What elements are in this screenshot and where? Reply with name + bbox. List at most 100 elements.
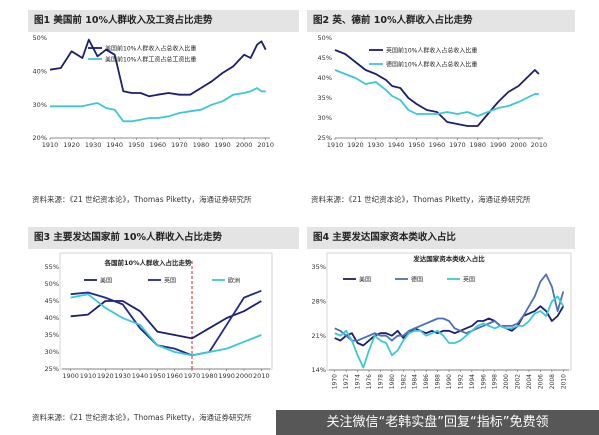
y-tick-label: 14% <box>312 366 326 374</box>
x-tick-label: 2000 <box>510 141 527 149</box>
x-tick-label: 2000 <box>503 374 510 389</box>
chart-title: 各国前10%人群收入占比走势 <box>103 258 192 267</box>
y-tick-label: 50% <box>45 280 59 288</box>
x-tick-label: 1900 <box>62 372 79 380</box>
x-tick-label: 1984 <box>412 374 419 389</box>
x-tick-label: 2000 <box>236 141 253 149</box>
x-tick-label: 2010 <box>253 372 270 380</box>
series-line-0 <box>334 305 565 347</box>
x-tick-label: 1990 <box>490 141 507 149</box>
series-line-0 <box>49 38 267 98</box>
x-tick-label: 1970 <box>171 141 188 149</box>
legend-label: 英国 <box>463 275 475 283</box>
y-tick-label: 20% <box>33 134 47 142</box>
panel-fig2: 图2 英、德前 10%人群收入占比走势 50% 45% 40% 35% 30% 25% 19… <box>307 10 575 207</box>
x-tick-label: 1920 <box>347 141 364 149</box>
y-tick-label: 40% <box>318 74 332 82</box>
y-tick-label: 28% <box>312 298 326 306</box>
x-tick-label: 2008 <box>549 374 556 389</box>
x-tick-label: 1910 <box>80 372 97 380</box>
x-tick-label: 2010 <box>560 374 567 389</box>
x-tick-label: 1980 <box>389 374 396 389</box>
series-line-1 <box>334 273 565 342</box>
y-tick-label: 25% <box>318 134 332 142</box>
panel-fig3: 图3 主要发达国家前 10%人群收入占比走势 55% 50% 45% 40% 35% 30… <box>28 227 299 425</box>
legend-label: 欧洲 <box>228 276 240 284</box>
x-tick-label: 2004 <box>526 374 533 389</box>
x-tick-label: 2000 <box>236 372 253 380</box>
x-tick-label: 1972 <box>343 374 350 389</box>
x-tick-label: 1960 <box>166 372 183 380</box>
series-line-1 <box>70 289 262 357</box>
series-line-2 <box>70 293 262 357</box>
legend-label: 德国前10%人群收入占总收入比重 <box>386 60 477 68</box>
x-tick-label: 1970 <box>449 141 466 149</box>
legend-label: 德国 <box>411 275 423 283</box>
chart-header: 图3 主要发达国家前 10%人群收入占比走势 <box>28 227 299 249</box>
chart-3: 55% 50% 45% 40% 35% 30% 25%1900 1910 1920 1930 194… <box>45 252 273 380</box>
x-tick-label: 1940 <box>132 372 149 380</box>
chart-4: 35% 28% 21% 14% 1970 1972 1974 1976 1978 1980 1982… <box>312 252 572 389</box>
chart-1: 50% 40% 30% 20%1910 1920 1930 1940 1950 1960 1970… <box>33 34 274 149</box>
x-tick-label: 1950 <box>408 141 425 149</box>
chart-2: 50% 45% 40% 35% 30% 25%1910 1920 1930 1940 1950 19… <box>318 34 548 149</box>
x-tick-label: 1990 <box>218 372 235 380</box>
x-tick-label: 1994 <box>469 374 476 389</box>
x-tick-label: 1974 <box>355 374 362 389</box>
x-tick-label: 1990 <box>446 374 453 389</box>
x-tick-label: 1980 <box>201 372 218 380</box>
chart-header: 图1 美国前 10%人群收入及工资占比走势 <box>28 10 299 32</box>
series-line-1 <box>334 69 539 117</box>
watermark-banner: 关注微信“老韩实盘”回复“指标”免费领 <box>276 410 599 435</box>
chart-source: 资料来源：《21 世纪资本论》，Thomas Piketty，海通证券研究所 <box>311 195 531 204</box>
x-tick-label: 1978 <box>377 374 384 389</box>
y-tick-label: 30% <box>318 114 332 122</box>
panel-fig1: 图1 美国前 10%人群收入及工资占比走势 50% 40% 30% 20% 1910 19… <box>28 10 299 207</box>
x-tick-label: 2010 <box>531 141 548 149</box>
y-tick-label: 50% <box>33 34 47 42</box>
series-line-0 <box>70 300 262 340</box>
x-tick-label: 1982 <box>400 374 407 389</box>
x-tick-label: 1920 <box>97 372 114 380</box>
y-tick-label: 50% <box>318 34 332 42</box>
legend-label: 美国前10%人群收入占总收入比重 <box>105 44 196 52</box>
x-tick-label: 1930 <box>114 372 131 380</box>
chart-source: 资料来源：《21 世纪资本论》，Thomas Piketty，海通证券研究所 <box>32 195 252 204</box>
x-tick-label: 1976 <box>366 374 373 389</box>
chart-header: 图2 英、德前 10%人群收入占比走势 <box>307 10 575 32</box>
x-tick-label: 1940 <box>106 141 123 149</box>
chart-title: 发达国家资本类收入占比 <box>412 254 485 263</box>
chart-header: 图4 主要发达国家资本类收入占比 <box>307 227 575 249</box>
x-tick-label: 1970 <box>184 372 201 380</box>
series-line-2 <box>334 295 565 369</box>
y-tick-label: 45% <box>45 297 59 305</box>
y-tick-label: 35% <box>45 331 59 339</box>
y-tick-label: 45% <box>318 54 332 62</box>
y-tick-label: 35% <box>312 263 326 271</box>
x-tick-label: 1980 <box>469 141 486 149</box>
x-tick-label: 2002 <box>515 374 522 389</box>
series-line-1 <box>50 87 266 123</box>
y-tick-label: 40% <box>45 314 59 322</box>
y-tick-label: 35% <box>318 94 332 102</box>
legend-label: 美国 <box>359 275 371 283</box>
x-tick-label: 1986 <box>423 374 430 389</box>
x-tick-label: 1960 <box>150 141 167 149</box>
x-tick-label: 1940 <box>388 141 405 149</box>
x-tick-label: 1990 <box>214 141 231 149</box>
legend-label: 美国 <box>100 276 112 284</box>
y-tick-label: 30% <box>45 348 59 356</box>
x-tick-label: 2006 <box>537 374 544 389</box>
x-tick-label: 1920 <box>63 141 80 149</box>
y-tick-label: 30% <box>33 101 47 109</box>
legend-label: 英国前10%人群收入占总收入比重 <box>386 46 477 54</box>
x-tick-label: 2010 <box>257 141 274 149</box>
panel-fig4: 图4 主要发达国家资本类收入占比 35% 28% 21% 14% 1970 1972 197… <box>307 227 575 425</box>
x-tick-label: 1960 <box>429 141 446 149</box>
x-tick-label: 1998 <box>492 374 499 389</box>
legend-label: 美国前10%人群工资占总工资比重 <box>105 55 196 63</box>
legend-label: 英国 <box>164 276 176 284</box>
y-tick-label: 55% <box>45 263 59 271</box>
x-tick-label: 1930 <box>85 141 102 149</box>
y-tick-label: 25% <box>45 365 59 373</box>
